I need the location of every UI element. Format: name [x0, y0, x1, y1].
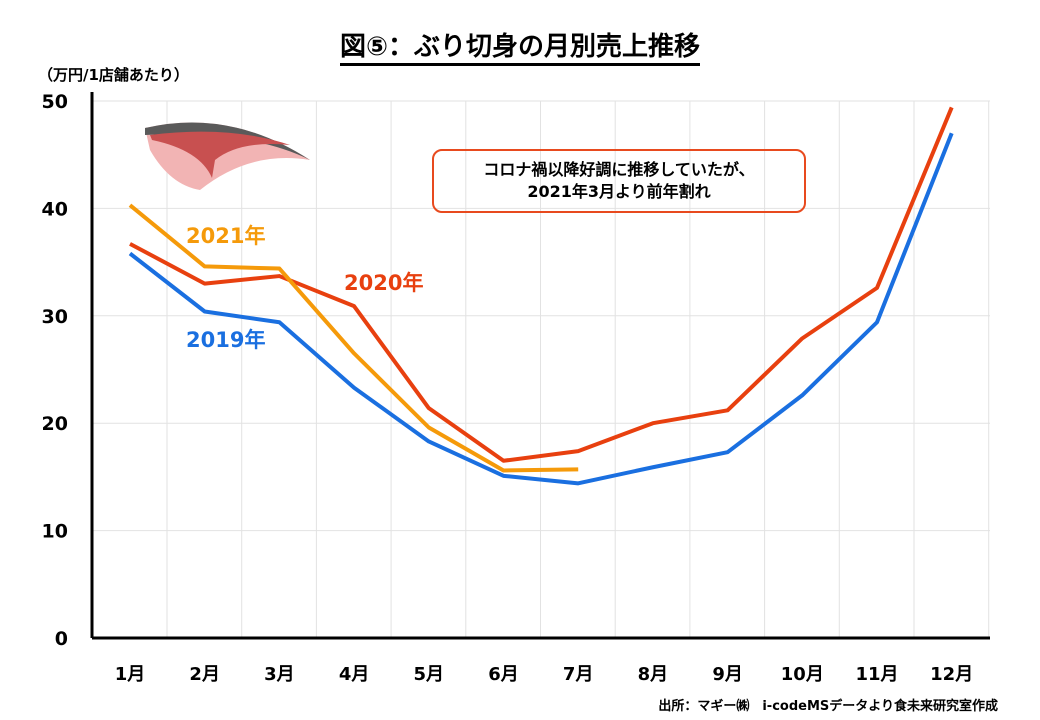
- series-line-2020年: [129, 106, 954, 463]
- x-tick-label: 10月: [781, 664, 824, 685]
- x-tick-label: 6月: [488, 664, 519, 685]
- y-tick-label: 40: [42, 198, 68, 220]
- x-tick-label: 1月: [115, 664, 146, 685]
- y-tick-label: 20: [42, 413, 68, 435]
- y-axis-unit-label: （万円/1店舗あたり）: [38, 66, 189, 84]
- annotation-line-1: コロナ禍以降好調に推移していたが、: [483, 160, 755, 179]
- fish-bloodline-icon: [150, 131, 290, 178]
- y-tick-label: 0: [55, 628, 68, 650]
- x-tick-label: 12月: [930, 664, 973, 685]
- series-label-2019: 2019年: [186, 328, 266, 352]
- chart-title: 図⑤：ぶり切身の月別売上推移: [0, 26, 1040, 66]
- x-tick-label: 9月: [712, 664, 743, 685]
- series-label-2021: 2021年: [186, 224, 266, 248]
- fish-skin-icon: [145, 122, 310, 160]
- x-tick-label: 7月: [563, 664, 594, 685]
- source-note: 出所：マギー㈱ i-codeMSデータより食未来研究室作成: [658, 699, 998, 714]
- y-tick-label: 10: [42, 521, 68, 543]
- annotation-box: コロナ禍以降好調に推移していたが、 2021年3月より前年割れ: [432, 149, 806, 213]
- annotation-line-2: 2021年3月より前年割れ: [527, 182, 711, 201]
- x-tick-label: 8月: [638, 664, 669, 685]
- x-tick-label: 4月: [339, 664, 370, 685]
- series-label-2020: 2020年: [344, 271, 424, 295]
- x-tick-label: 5月: [414, 664, 445, 685]
- y-tick-label: 50: [42, 91, 68, 113]
- x-tick-label: 11月: [855, 664, 898, 685]
- y-tick-label: 30: [42, 306, 68, 328]
- x-tick-label: 2月: [189, 664, 220, 685]
- x-tick-label: 3月: [264, 664, 295, 685]
- series-line-2019年: [128, 132, 954, 486]
